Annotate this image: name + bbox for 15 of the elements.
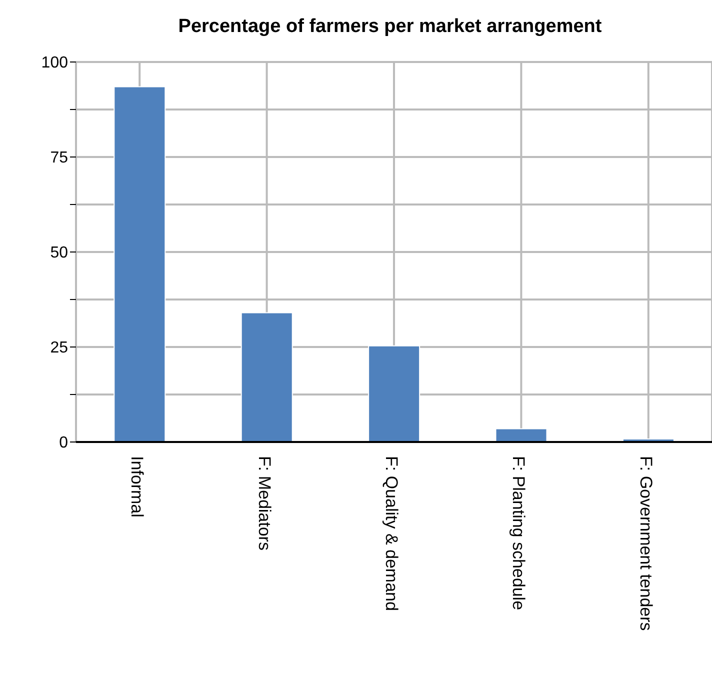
bar	[240, 312, 293, 442]
x-tick-label: F: Government tenders	[636, 456, 656, 631]
bar	[114, 86, 166, 442]
x-tick-label: F: Mediators	[254, 456, 274, 550]
x-tick-label: F: Planting schedule	[509, 456, 528, 610]
chart-title: Percentage of farmers per market arrangement	[177, 15, 603, 39]
bar	[368, 345, 420, 442]
y-tick-label: 75	[50, 150, 68, 167]
x-tick-label: F: Quality & demand	[382, 456, 401, 611]
y-tick-label: 100	[41, 54, 68, 72]
y-tick-label: 0	[59, 434, 68, 452]
y-tick-label: 25	[50, 340, 68, 357]
y-tick-label: 50	[50, 244, 68, 262]
bar	[495, 428, 548, 442]
x-tick-label: Informal	[128, 456, 147, 518]
